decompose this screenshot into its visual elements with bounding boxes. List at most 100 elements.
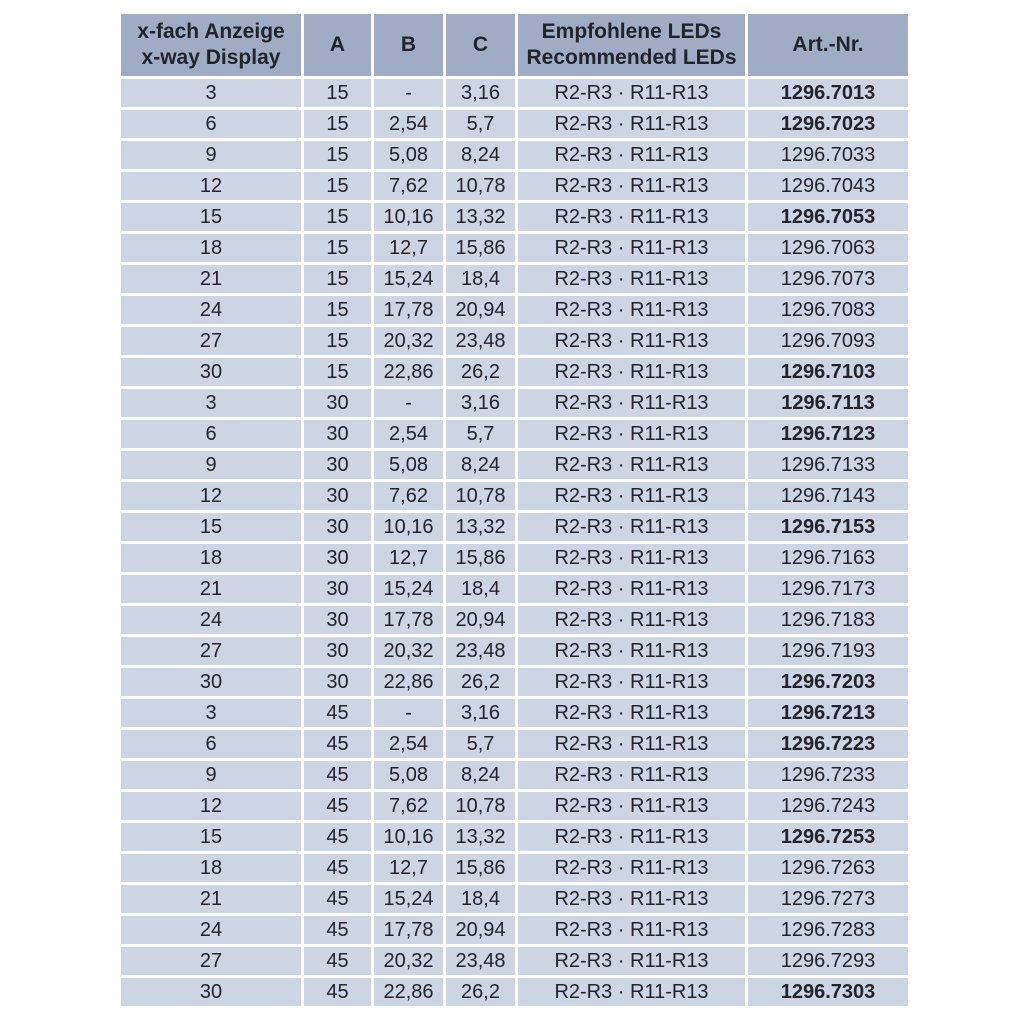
cell-c: 10,78 [443, 789, 518, 823]
cell-x-way-display: 21 [118, 572, 304, 606]
cell-art-nr: 1296.7033 [745, 138, 911, 172]
cell-c: 8,24 [443, 448, 518, 482]
cell-x-way-display: 27 [118, 634, 304, 668]
cell-recommended-leds: R2-R3 · R11-R13 [515, 789, 748, 823]
cell-b: 7,62 [371, 169, 446, 203]
header-x-way-display-line1: x-fach Anzeige [137, 19, 285, 43]
cell-x-way-display: 9 [118, 448, 304, 482]
cell-c: 10,78 [443, 479, 518, 513]
cell-x-way-display: 6 [118, 417, 304, 451]
cell-b: 7,62 [371, 789, 446, 823]
table-row: 6 30 2,54 5,7 R2-R3 · R11-R13 1296.7123 [118, 417, 911, 451]
cell-b: 10,16 [371, 200, 446, 234]
cell-a: 45 [301, 851, 374, 885]
cell-x-way-display: 9 [118, 758, 304, 792]
cell-recommended-leds: R2-R3 · R11-R13 [515, 696, 748, 730]
cell-b: 15,24 [371, 572, 446, 606]
cell-recommended-leds: R2-R3 · R11-R13 [515, 727, 748, 761]
cell-a: 15 [301, 169, 374, 203]
cell-x-way-display: 3 [118, 696, 304, 730]
cell-recommended-leds: R2-R3 · R11-R13 [515, 386, 748, 420]
cell-b: 22,86 [371, 355, 446, 389]
cell-art-nr: 1296.7123 [745, 417, 911, 451]
cell-b: 15,24 [371, 882, 446, 916]
cell-b: 5,08 [371, 758, 446, 792]
cell-b: 15,24 [371, 262, 446, 296]
header-c: C [443, 11, 518, 79]
cell-x-way-display: 21 [118, 262, 304, 296]
cell-c: 23,48 [443, 944, 518, 978]
header-recommended-leds-line2: Recommended LEDs [526, 46, 737, 69]
cell-art-nr: 1296.7133 [745, 448, 911, 482]
cell-c: 8,24 [443, 758, 518, 792]
cell-art-nr: 1296.7023 [745, 107, 911, 141]
cell-a: 30 [301, 634, 374, 668]
cell-b: 20,32 [371, 634, 446, 668]
cell-c: 18,4 [443, 882, 518, 916]
cell-x-way-display: 9 [118, 138, 304, 172]
cell-b: - [371, 696, 446, 730]
cell-x-way-display: 30 [118, 665, 304, 699]
cell-art-nr: 1296.7293 [745, 944, 911, 978]
cell-recommended-leds: R2-R3 · R11-R13 [515, 479, 748, 513]
cell-art-nr: 1296.7043 [745, 169, 911, 203]
cell-b: 2,54 [371, 727, 446, 761]
cell-a: 45 [301, 696, 374, 730]
cell-a: 45 [301, 882, 374, 916]
cell-c: 13,32 [443, 820, 518, 854]
cell-recommended-leds: R2-R3 · R11-R13 [515, 603, 748, 637]
cell-x-way-display: 24 [118, 913, 304, 947]
cell-x-way-display: 18 [118, 231, 304, 265]
table-row: 6 45 2,54 5,7 R2-R3 · R11-R13 1296.7223 [118, 727, 911, 761]
cell-x-way-display: 15 [118, 510, 304, 544]
cell-art-nr: 1296.7073 [745, 262, 911, 296]
table-row: 21 30 15,24 18,4 R2-R3 · R11-R13 1296.7173 [118, 572, 911, 606]
cell-x-way-display: 6 [118, 107, 304, 141]
table-row: 30 45 22,86 26,2 R2-R3 · R11-R13 1296.7303 [118, 975, 911, 1009]
cell-x-way-display: 18 [118, 851, 304, 885]
header-row: x-fach Anzeige x-way Display A B C Empfo… [118, 11, 911, 79]
table-row: 9 45 5,08 8,24 R2-R3 · R11-R13 1296.7233 [118, 758, 911, 792]
cell-art-nr: 1296.7163 [745, 541, 911, 575]
cell-art-nr: 1296.7303 [745, 975, 911, 1009]
cell-a: 15 [301, 107, 374, 141]
cell-recommended-leds: R2-R3 · R11-R13 [515, 758, 748, 792]
cell-art-nr: 1296.7093 [745, 324, 911, 358]
cell-art-nr: 1296.7063 [745, 231, 911, 265]
cell-recommended-leds: R2-R3 · R11-R13 [515, 913, 748, 947]
header-art-nr: Art.-Nr. [745, 11, 911, 79]
table-row: 18 15 12,7 15,86 R2-R3 · R11-R13 1296.7063 [118, 231, 911, 265]
cell-a: 45 [301, 820, 374, 854]
cell-recommended-leds: R2-R3 · R11-R13 [515, 541, 748, 575]
cell-b: 5,08 [371, 138, 446, 172]
cell-a: 30 [301, 603, 374, 637]
cell-x-way-display: 3 [118, 386, 304, 420]
cell-a: 30 [301, 541, 374, 575]
cell-a: 15 [301, 324, 374, 358]
cell-art-nr: 1296.7083 [745, 293, 911, 327]
cell-b: 5,08 [371, 448, 446, 482]
table-row: 15 15 10,16 13,32 R2-R3 · R11-R13 1296.7053 [118, 200, 911, 234]
cell-x-way-display: 24 [118, 293, 304, 327]
cell-b: 7,62 [371, 479, 446, 513]
cell-a: 45 [301, 758, 374, 792]
table-row: 18 45 12,7 15,86 R2-R3 · R11-R13 1296.7263 [118, 851, 911, 885]
cell-a: 30 [301, 665, 374, 699]
cell-a: 45 [301, 975, 374, 1009]
cell-x-way-display: 15 [118, 200, 304, 234]
cell-recommended-leds: R2-R3 · R11-R13 [515, 138, 748, 172]
cell-a: 30 [301, 386, 374, 420]
cell-x-way-display: 12 [118, 169, 304, 203]
cell-c: 3,16 [443, 386, 518, 420]
cell-recommended-leds: R2-R3 · R11-R13 [515, 572, 748, 606]
cell-recommended-leds: R2-R3 · R11-R13 [515, 262, 748, 296]
table-row: 21 15 15,24 18,4 R2-R3 · R11-R13 1296.7073 [118, 262, 911, 296]
cell-b: 17,78 [371, 293, 446, 327]
table-row: 21 45 15,24 18,4 R2-R3 · R11-R13 1296.7273 [118, 882, 911, 916]
cell-art-nr: 1296.7153 [745, 510, 911, 544]
cell-a: 30 [301, 572, 374, 606]
cell-b: 17,78 [371, 913, 446, 947]
cell-art-nr: 1296.7143 [745, 479, 911, 513]
cell-c: 18,4 [443, 262, 518, 296]
